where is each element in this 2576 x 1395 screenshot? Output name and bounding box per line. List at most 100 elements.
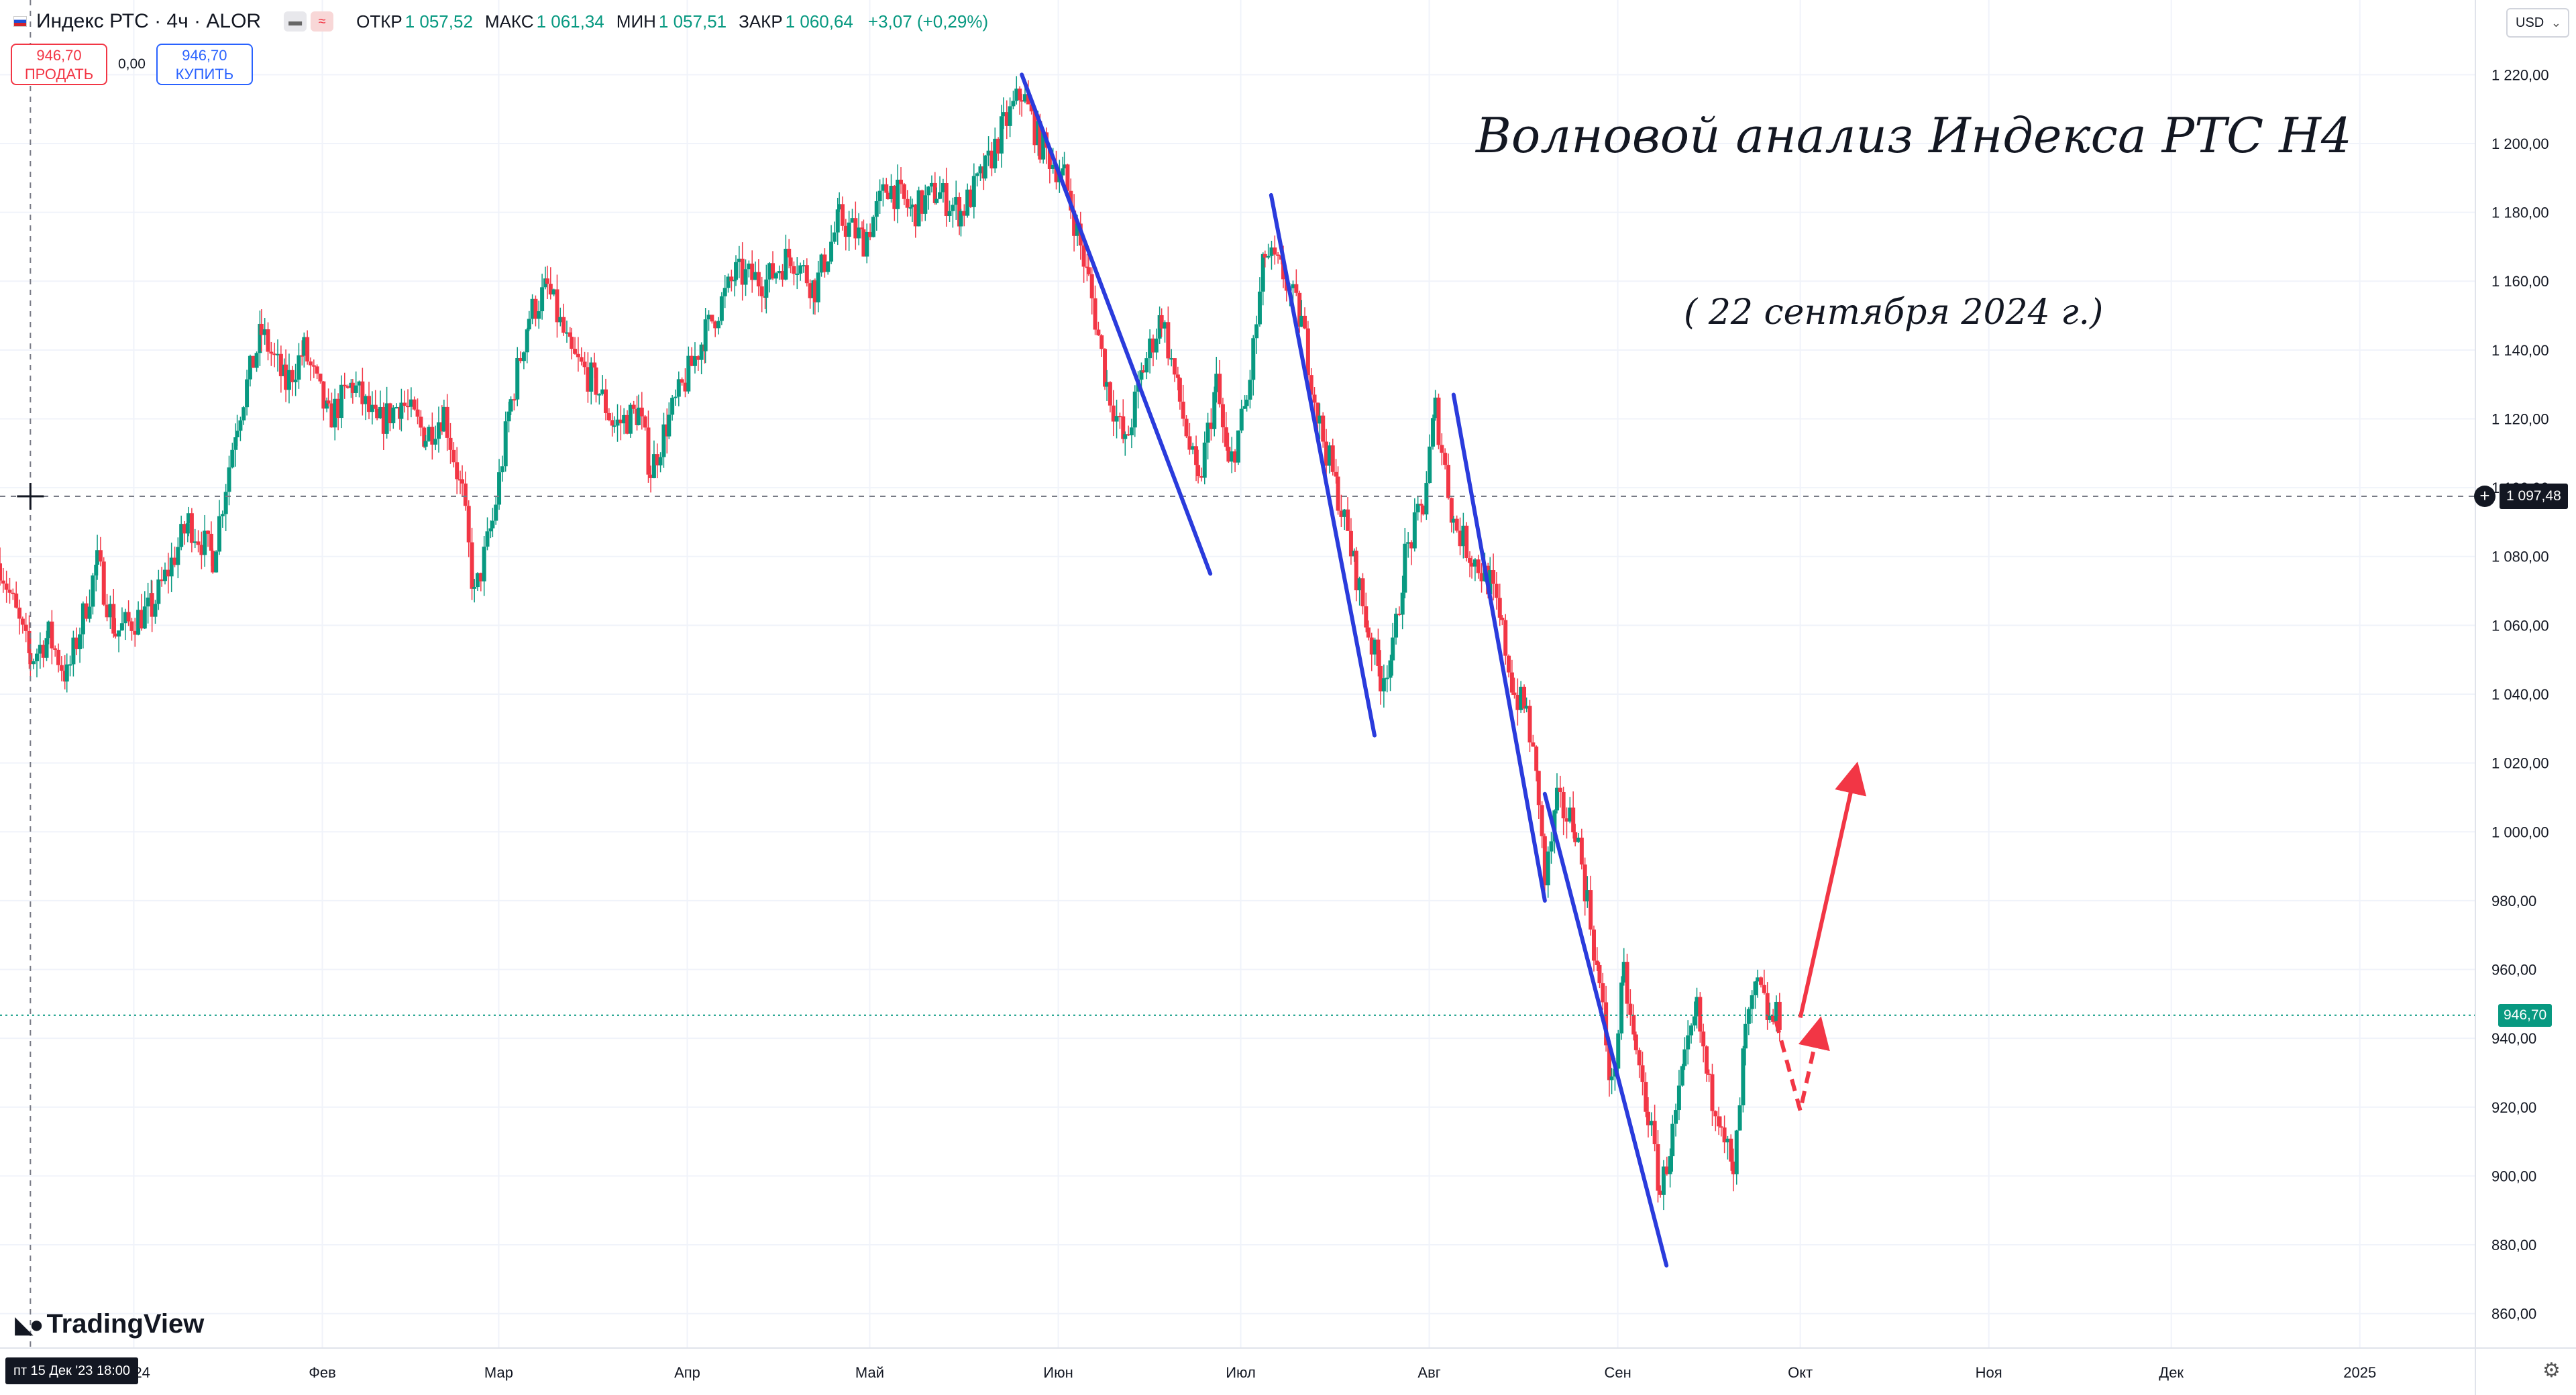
- candle-up: [1148, 338, 1152, 359]
- candle-down: [1731, 1161, 1735, 1174]
- candle-up: [993, 138, 998, 169]
- candle-up: [302, 337, 307, 356]
- candle-down: [1336, 476, 1340, 511]
- candle-down: [1652, 1121, 1657, 1145]
- candle-up: [508, 399, 513, 412]
- candle-down: [1729, 1138, 1733, 1162]
- candle-up: [971, 176, 976, 207]
- candle-up: [1695, 997, 1699, 1017]
- candle-down: [545, 278, 549, 284]
- x-tick-label: Май: [855, 1364, 884, 1381]
- candle-down: [41, 645, 46, 658]
- candle-down: [1771, 1015, 1776, 1022]
- candle-up: [153, 604, 158, 617]
- tradingview-logo[interactable]: ◣● TradingView: [15, 1309, 205, 1339]
- candle-up: [896, 179, 900, 209]
- candle-down: [861, 229, 866, 257]
- candle-down: [166, 569, 170, 577]
- candle-down: [1194, 446, 1199, 465]
- candle-down: [189, 513, 194, 543]
- candle-up: [248, 355, 252, 380]
- candle-up: [245, 379, 250, 408]
- candle-down: [1507, 655, 1511, 673]
- symbol-title[interactable]: Индекс РТС · 4ч · ALOR: [36, 10, 262, 32]
- candle-down: [62, 671, 67, 682]
- candle-up: [1406, 542, 1411, 544]
- minus-icon[interactable]: ▬: [284, 11, 307, 32]
- candle-up: [589, 362, 594, 392]
- candle-up: [525, 329, 529, 353]
- candle-up: [339, 384, 343, 418]
- candle-up: [1768, 1015, 1772, 1020]
- candle-up: [1689, 1025, 1694, 1036]
- candle-down: [962, 211, 967, 216]
- candle-up: [1433, 397, 1438, 418]
- candle-down: [23, 624, 28, 631]
- candle-down: [278, 353, 283, 376]
- candle-down: [1166, 322, 1171, 359]
- add-alert-icon[interactable]: +: [2474, 486, 2496, 508]
- gear-icon[interactable]: ⚙: [2542, 1359, 2561, 1382]
- candle-down: [759, 286, 764, 296]
- candle-down: [1536, 771, 1541, 805]
- candle-down: [1047, 148, 1052, 169]
- sell-button[interactable]: 946,70 ПРОДАТЬ: [11, 44, 107, 85]
- buy-button[interactable]: 946,70 КУПИТЬ: [156, 44, 253, 85]
- candle-down: [649, 474, 653, 478]
- candle-down: [126, 612, 131, 622]
- candle-up: [722, 288, 727, 296]
- approx-icon[interactable]: ≈: [311, 11, 334, 32]
- candle-up: [91, 575, 95, 607]
- candle-up: [163, 569, 167, 581]
- candle-down: [1564, 818, 1569, 822]
- candle-down: [586, 367, 590, 392]
- candle-down: [1710, 1074, 1715, 1111]
- currency-selector[interactable]: USD ⌄: [2506, 8, 2569, 38]
- candle-up: [1191, 446, 1195, 450]
- candle-up: [847, 222, 851, 237]
- candle-up: [1472, 559, 1477, 567]
- candle-down: [568, 332, 572, 337]
- last-price-label: 946,70: [2498, 1003, 2553, 1027]
- y-tick-label: 1 220,00: [2491, 66, 2549, 83]
- candle-up: [1051, 164, 1055, 169]
- candle-down: [1175, 374, 1180, 378]
- indicator-pills[interactable]: ▬ ≈: [284, 11, 334, 32]
- candle-down: [1542, 836, 1547, 886]
- candle-down: [710, 315, 714, 322]
- candle-down: [812, 280, 817, 302]
- candle-up: [1299, 315, 1304, 327]
- candle-up: [1568, 807, 1572, 822]
- candle-up: [1157, 315, 1162, 339]
- candle-down: [50, 621, 54, 649]
- candle-up: [490, 520, 495, 528]
- candle-up: [241, 407, 246, 421]
- candle-up: [777, 271, 782, 274]
- candle-up: [1668, 1156, 1672, 1174]
- candle-up: [1008, 106, 1012, 126]
- candle-up: [71, 637, 76, 665]
- candle-down: [808, 283, 812, 298]
- candle-up: [1674, 1110, 1678, 1124]
- candle-down: [451, 449, 456, 463]
- low-block: МИН 1 057,51: [616, 11, 727, 32]
- candle-up: [832, 232, 837, 242]
- candle-up: [826, 262, 830, 272]
- candle-down: [11, 592, 15, 594]
- candle-down: [199, 545, 204, 555]
- candle-up: [801, 265, 806, 267]
- candle-up: [1014, 89, 1019, 101]
- candle-up: [64, 664, 69, 682]
- candle-down: [1419, 504, 1424, 506]
- y-tick-label: 1 180,00: [2491, 205, 2549, 221]
- candle-down: [1479, 573, 1484, 581]
- candle-down: [1121, 416, 1126, 439]
- candle-down: [113, 633, 118, 637]
- candle-down: [1366, 627, 1371, 638]
- candle-up: [1123, 434, 1128, 439]
- y-tick-label: 1 020,00: [2491, 755, 2549, 772]
- candle-down: [920, 190, 924, 214]
- candle-down: [1701, 1031, 1706, 1047]
- candle-down: [182, 524, 187, 534]
